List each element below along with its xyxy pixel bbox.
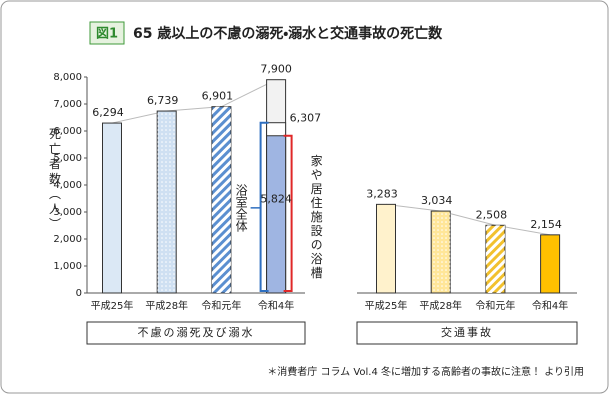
value-label: 3,034 xyxy=(421,194,453,207)
bar xyxy=(376,203,396,294)
y-tick-label: 6,000 xyxy=(53,126,82,137)
badge-box xyxy=(89,21,125,45)
group-label: 不慮の溺死及び溺水 xyxy=(138,325,255,339)
value-label: 6,739 xyxy=(147,94,179,107)
bar xyxy=(102,122,122,294)
x-tick-label: 令和4年 xyxy=(532,299,568,312)
x-tick-label: 平成28年 xyxy=(145,299,188,312)
bar-pattern xyxy=(157,111,177,293)
y-tick-label: 3,000 xyxy=(53,207,82,218)
trend-line xyxy=(385,203,551,236)
title: 65 歳以上の不慮の溺死・溺水と交通事故の死亡数 xyxy=(133,25,443,42)
bar xyxy=(540,234,561,294)
bar-pattern xyxy=(211,106,231,293)
value-label: 2,154 xyxy=(530,218,562,231)
value-label: 6,901 xyxy=(202,90,234,103)
y-tick-label: 2,000 xyxy=(53,234,82,245)
x-tick-label: 平成28年 xyxy=(419,299,462,312)
bracket xyxy=(259,121,269,292)
group-box xyxy=(356,321,578,345)
badge: 図1 xyxy=(96,27,118,42)
y-tick-label: 1,000 xyxy=(53,261,82,272)
x-tick-label: 平成25年 xyxy=(365,299,408,312)
bracket-label: 浴室全体 xyxy=(234,183,248,232)
group-box xyxy=(86,321,306,345)
bar-pattern xyxy=(431,211,451,293)
detail-value: 6,307 xyxy=(290,112,322,125)
value-label: 7,900 xyxy=(260,63,292,76)
x-tick-label: 令和元年 xyxy=(475,299,515,312)
y-tick-label: 7,000 xyxy=(53,99,82,110)
y-axis-title: 死亡者数（人） xyxy=(48,128,62,233)
y-tick-label: 5,000 xyxy=(53,153,82,164)
bar-pattern xyxy=(485,225,505,293)
value-label: 6,294 xyxy=(92,106,124,119)
detail-value: 5,824 xyxy=(260,192,292,205)
bracket xyxy=(283,134,293,292)
y-tick-label: 0 xyxy=(76,288,82,299)
group-label: 交通事故 xyxy=(441,325,493,339)
bar-segment xyxy=(266,135,287,294)
y-tick-label: 8,000 xyxy=(53,72,82,83)
value-label: 2,508 xyxy=(476,208,508,221)
x-tick-label: 令和4年 xyxy=(258,299,294,312)
footnote: ＊消費者庁 コラム Vol.4 冬に増加する高齢者の事故に注意！ より引用 xyxy=(267,365,584,378)
y-tick-label: 4,000 xyxy=(53,180,82,191)
x-tick-label: 令和元年 xyxy=(201,299,241,312)
x-tick-label: 平成25年 xyxy=(91,299,134,312)
value-label: 3,283 xyxy=(366,187,398,200)
bracket-label: 家や居住施設の浴槽 xyxy=(309,154,323,280)
trend-line xyxy=(111,79,277,124)
